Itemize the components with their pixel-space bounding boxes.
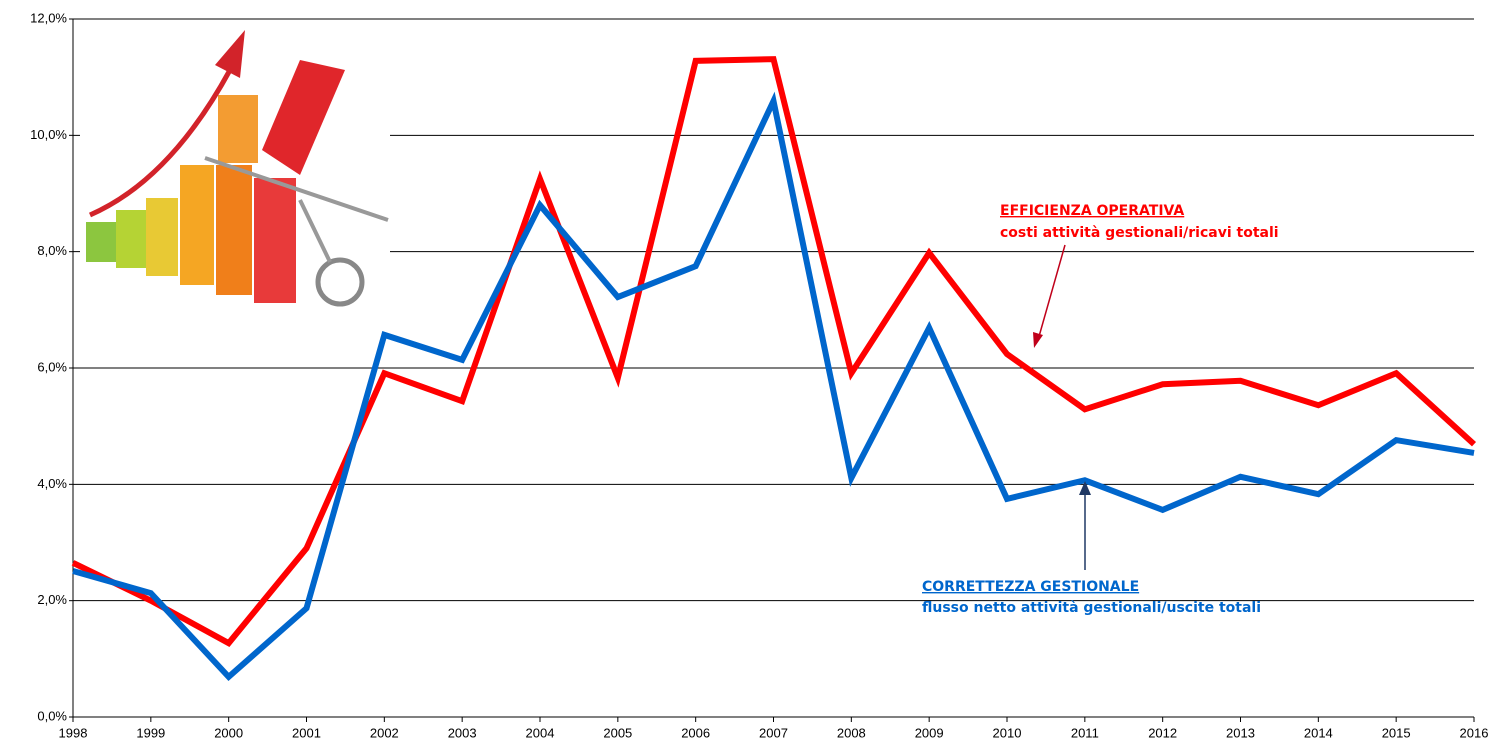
x-tick-label: 2015 — [1382, 725, 1411, 740]
x-tick-label: 2014 — [1304, 725, 1333, 740]
x-tick-label: 2010 — [993, 725, 1022, 740]
arrow — [1037, 244, 1066, 341]
series-line — [71, 56, 1477, 647]
x-tick-label: 2007 — [759, 725, 788, 740]
x-tick-label: 2002 — [370, 725, 399, 740]
x-tick-label: 1998 — [59, 725, 88, 740]
x-tick-label: 2013 — [1226, 725, 1255, 740]
series-line — [72, 91, 1475, 682]
x-tick-label: 2003 — [448, 725, 477, 740]
y-tick-label: 10,0% — [30, 127, 67, 142]
arrow-head — [1079, 481, 1091, 495]
y-tick-label: 6,0% — [37, 359, 67, 374]
x-tick-label: 2004 — [526, 725, 555, 740]
annotation-text: costi attività gestionali/ricavi totali — [1000, 225, 1279, 241]
x-tick-label: 2016 — [1460, 725, 1489, 740]
x-tick-label: 2000 — [214, 725, 243, 740]
x-tick-label: 2012 — [1148, 725, 1177, 740]
x-tick-label: 2011 — [1071, 725, 1099, 740]
x-tick-label: 2005 — [603, 725, 632, 740]
decorative-image — [80, 28, 390, 320]
y-tick-label: 4,0% — [37, 476, 67, 491]
x-tick-label: 2008 — [837, 725, 866, 740]
x-tick-label: 1999 — [136, 725, 165, 740]
annotations: EFFICIENZA OPERATIVA costi attività gest… — [922, 203, 1279, 616]
annotation-text: flusso netto attività gestionali/uscite … — [922, 600, 1261, 616]
y-tick-label: 12,0% — [30, 10, 67, 25]
x-tick-label: 2009 — [915, 725, 944, 740]
y-tick-label: 8,0% — [37, 243, 67, 258]
y-tick-label: 0,0% — [37, 708, 67, 723]
x-tick-label: 2006 — [681, 725, 710, 740]
arrow-head — [1033, 332, 1043, 348]
x-tick-label: 2001 — [292, 725, 321, 740]
y-tick-label: 2,0% — [37, 592, 67, 607]
annotation-title: CORRETTEZZA GESTIONALE — [922, 579, 1139, 595]
annotation-title: EFFICIENZA OPERATIVA — [1000, 203, 1184, 219]
